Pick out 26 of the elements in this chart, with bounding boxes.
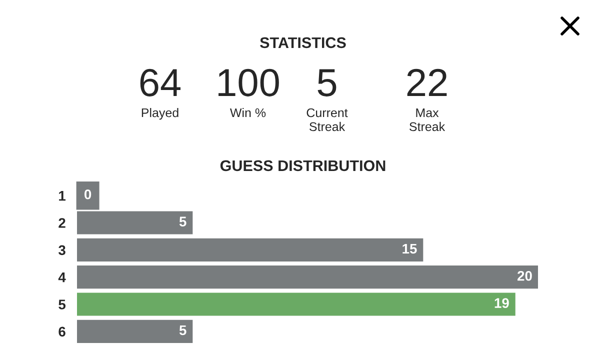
text: 22: [407, 68, 447, 96]
text: 64: [140, 68, 180, 96]
chart-title: GUESS DISTRIBUTION: [220, 160, 386, 172]
text: Win %: [230, 108, 266, 118]
data-label: 0: [84, 189, 92, 200]
data-label: 15: [402, 244, 417, 254]
data-label: 19: [494, 298, 509, 308]
bar: [77, 292, 516, 316]
data-label: 5: [179, 216, 186, 226]
bar: [77, 266, 538, 289]
bar: [77, 320, 193, 343]
text: 5: [318, 69, 336, 96]
y-tick-label: 3: [58, 245, 66, 256]
y-tick-label: 5: [58, 300, 66, 310]
text: 100: [218, 68, 279, 96]
text: Max Streak: [410, 108, 446, 132]
y-tick-label: 1: [59, 191, 66, 201]
data-label: 20: [518, 270, 532, 281]
data-label: 5: [179, 325, 186, 336]
text: Played: [142, 108, 178, 120]
y-tick-label: 4: [58, 272, 66, 282]
text: Current Streak: [306, 108, 348, 132]
text: STATISTICS: [260, 37, 346, 48]
y-tick-label: 2: [58, 218, 66, 228]
bar: [77, 238, 424, 262]
y-tick-label: 6: [58, 326, 66, 337]
